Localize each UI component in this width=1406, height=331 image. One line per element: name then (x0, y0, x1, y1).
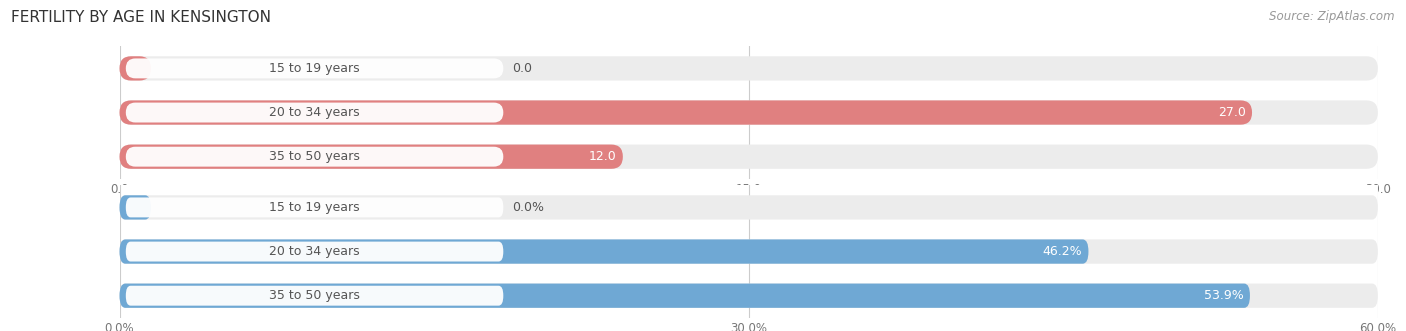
FancyBboxPatch shape (120, 100, 1251, 125)
Text: 46.2%: 46.2% (1042, 245, 1083, 258)
FancyBboxPatch shape (120, 145, 1378, 169)
FancyBboxPatch shape (120, 195, 150, 219)
FancyBboxPatch shape (120, 284, 1250, 308)
Text: 12.0: 12.0 (589, 150, 617, 163)
Text: 35 to 50 years: 35 to 50 years (269, 289, 360, 302)
Text: 27.0: 27.0 (1218, 106, 1246, 119)
FancyBboxPatch shape (125, 198, 503, 217)
FancyBboxPatch shape (120, 145, 623, 169)
FancyBboxPatch shape (125, 59, 503, 78)
FancyBboxPatch shape (125, 242, 503, 261)
Text: 15 to 19 years: 15 to 19 years (269, 201, 360, 214)
Text: 20 to 34 years: 20 to 34 years (269, 245, 360, 258)
FancyBboxPatch shape (120, 195, 1378, 219)
FancyBboxPatch shape (125, 103, 503, 122)
FancyBboxPatch shape (120, 284, 1378, 308)
FancyBboxPatch shape (120, 239, 1378, 264)
FancyBboxPatch shape (120, 56, 150, 80)
Text: 20 to 34 years: 20 to 34 years (269, 106, 360, 119)
Text: 53.9%: 53.9% (1204, 289, 1244, 302)
Text: 35 to 50 years: 35 to 50 years (269, 150, 360, 163)
FancyBboxPatch shape (125, 286, 503, 306)
Text: Source: ZipAtlas.com: Source: ZipAtlas.com (1270, 10, 1395, 23)
FancyBboxPatch shape (120, 239, 1088, 264)
FancyBboxPatch shape (125, 147, 503, 166)
Text: 15 to 19 years: 15 to 19 years (269, 62, 360, 75)
Text: 0.0%: 0.0% (512, 201, 544, 214)
Text: 0.0: 0.0 (512, 62, 531, 75)
Text: FERTILITY BY AGE IN KENSINGTON: FERTILITY BY AGE IN KENSINGTON (11, 10, 271, 25)
FancyBboxPatch shape (120, 100, 1378, 125)
FancyBboxPatch shape (120, 56, 1378, 80)
